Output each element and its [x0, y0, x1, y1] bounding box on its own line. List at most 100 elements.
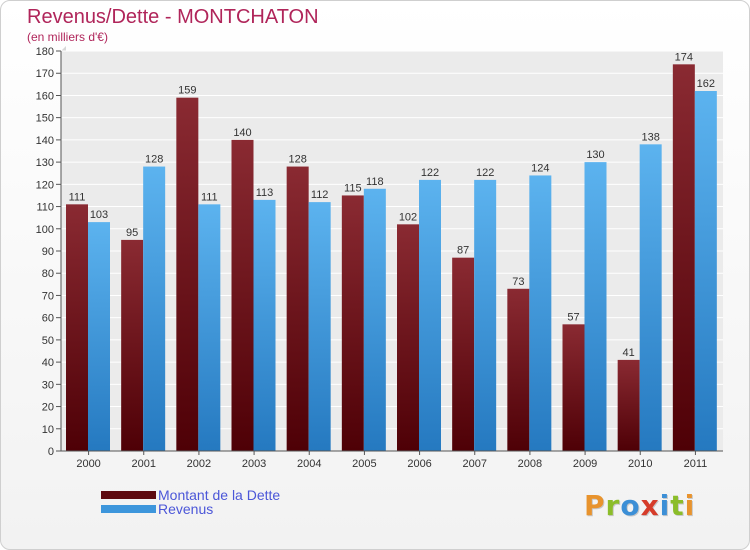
bar-dette — [617, 359, 640, 451]
data-label-revenus: 138 — [641, 131, 659, 143]
y-tick-label: 170 — [36, 68, 54, 80]
logo-letter: P — [584, 489, 606, 522]
bar-revenus — [143, 166, 166, 452]
x-tick-label: 2006 — [407, 458, 431, 470]
chart-subtitle: (en milliers d'€) — [27, 30, 108, 44]
data-label-dette: 140 — [233, 127, 251, 139]
data-label-dette: 111 — [69, 191, 86, 203]
y-tick-label: 10 — [42, 424, 54, 436]
data-label-revenus: 118 — [366, 176, 384, 188]
y-tick-label: 90 — [42, 246, 54, 258]
bar-dette — [231, 139, 254, 451]
bar-revenus — [308, 202, 331, 451]
y-tick-label: 120 — [36, 179, 54, 191]
data-label-dette: 95 — [126, 227, 138, 239]
bar-revenus — [198, 204, 221, 451]
x-tick-label: 2000 — [76, 458, 100, 470]
legend-item-revenus: Revenus — [101, 501, 213, 517]
data-label-dette: 174 — [675, 51, 693, 63]
data-label-dette: 115 — [344, 182, 362, 194]
y-tick-label: 0 — [48, 446, 54, 458]
bar-dette — [176, 97, 199, 452]
bar-dette — [121, 239, 144, 451]
x-tick-label: 2009 — [573, 458, 597, 470]
data-label-dette: 73 — [512, 276, 524, 288]
y-tick-label: 60 — [42, 313, 54, 325]
y-tick-label: 100 — [36, 224, 54, 236]
gridlines — [61, 50, 723, 452]
data-label-revenus: 128 — [145, 154, 163, 166]
bar-dette — [397, 224, 419, 451]
bar-revenus — [639, 144, 662, 452]
data-label-dette: 102 — [399, 211, 417, 223]
y-tick-label: 140 — [36, 135, 54, 147]
y-tick-label: 50 — [42, 335, 54, 347]
data-label-revenus: 111 — [201, 191, 218, 203]
bar-dette — [286, 166, 309, 452]
y-tick-label: 40 — [42, 357, 54, 369]
x-tick-label: 2004 — [297, 458, 321, 470]
bar-dette — [452, 257, 475, 451]
data-label-dette: 128 — [288, 154, 306, 166]
bar-revenus — [253, 199, 276, 451]
x-tick-label: 2007 — [463, 458, 487, 470]
bar-revenus — [363, 188, 386, 451]
y-tick-label: 20 — [42, 402, 54, 414]
x-tick-label: 2008 — [518, 458, 542, 470]
x-tick-label: 2002 — [187, 458, 211, 470]
legend-item-dette: Montant de la Dette — [101, 487, 280, 503]
x-tick-label: 2001 — [132, 458, 156, 470]
y-tick-label: 150 — [36, 113, 54, 125]
bar-dette — [507, 288, 530, 451]
x-tick-label: 2003 — [242, 458, 266, 470]
bars-group — [66, 64, 717, 452]
y-tick-label: 130 — [36, 157, 54, 169]
data-label-revenus: 122 — [421, 167, 439, 179]
logo-letter: i — [659, 489, 671, 522]
axes: 0 10 20 30 40 50 60 70 80 90 100 110 120 130 140 150 160… — [36, 46, 723, 470]
data-label-dette: 87 — [457, 245, 469, 257]
bar-dette — [341, 195, 364, 451]
legend-label-revenus: Revenus — [158, 501, 214, 517]
legend-swatch-dette — [101, 491, 156, 499]
data-label-dette: 41 — [623, 347, 635, 359]
bar-dette — [66, 204, 88, 451]
logo-letter: t — [670, 489, 685, 522]
bar-dette — [672, 64, 695, 452]
data-label-revenus: 103 — [90, 209, 108, 221]
data-label-dette: 159 — [178, 85, 196, 97]
y-tick-label: 70 — [42, 290, 54, 302]
chart-title: Revenus/Dette - MONTCHATON — [27, 6, 319, 28]
data-label-revenus: 130 — [586, 149, 604, 161]
legend-label-dette: Montant de la Dette — [158, 487, 281, 503]
y-tick-label: 30 — [42, 379, 54, 391]
logo-letter: o — [620, 489, 641, 522]
data-label-revenus: 122 — [476, 167, 494, 179]
x-tick-label: 2011 — [684, 458, 708, 470]
bar-dette — [562, 324, 585, 451]
data-label-revenus: 162 — [697, 78, 715, 90]
y-tick-label: 80 — [42, 268, 54, 280]
y-tick-label: 110 — [36, 202, 54, 214]
proxiti-logo: Proxiti — [584, 489, 695, 522]
bar-revenus — [88, 222, 110, 451]
data-label-dette: 57 — [567, 311, 579, 323]
y-tick-label: 160 — [36, 90, 54, 102]
logo-letter: r — [605, 489, 621, 522]
bar-revenus — [584, 162, 607, 451]
legend-swatch-revenus — [101, 505, 156, 513]
data-labels: 111 103 95 128 159 111 140 113 128 112 115 118 102 12… — [69, 51, 715, 359]
bar-revenus — [529, 175, 552, 451]
x-tick-label: 2005 — [352, 458, 376, 470]
bar-revenus — [419, 179, 441, 451]
logo-letter: i — [684, 489, 696, 522]
logo-letter: x — [640, 489, 660, 522]
data-label-revenus: 113 — [256, 187, 274, 199]
y-tick-label: 180 — [36, 46, 54, 58]
data-label-revenus: 112 — [311, 189, 329, 201]
bar-revenus — [694, 91, 717, 451]
x-tick-label: 2010 — [628, 458, 652, 470]
bar-revenus — [474, 179, 497, 451]
data-label-revenus: 124 — [531, 162, 549, 174]
